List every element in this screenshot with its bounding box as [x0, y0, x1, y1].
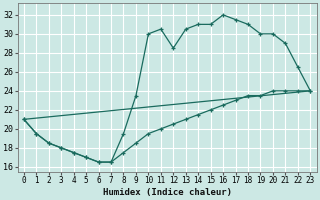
X-axis label: Humidex (Indice chaleur): Humidex (Indice chaleur)	[103, 188, 232, 197]
